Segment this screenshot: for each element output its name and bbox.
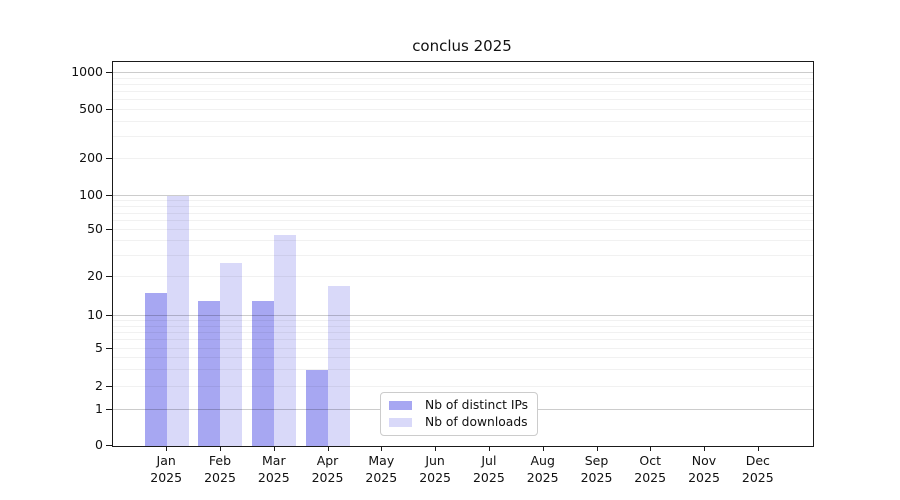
- bar-downloads-mar: [274, 235, 297, 446]
- y-tick-label: 5: [95, 339, 103, 355]
- x-tick-mark: [327, 446, 329, 451]
- y-tick-label: 20: [87, 267, 103, 283]
- bar-downloads-jan: [166, 196, 189, 446]
- legend-swatch: [389, 400, 412, 410]
- legend-label: Nb of distinct IPs: [425, 398, 529, 412]
- y-tick-mark: [106, 409, 112, 411]
- legend-label: Nb of downloads: [425, 415, 528, 429]
- x-tick-mark: [542, 446, 544, 451]
- x-tick-mark: [273, 446, 275, 451]
- y-tick-mark: [106, 275, 112, 277]
- x-tick-mark: [220, 446, 221, 451]
- y-tick-mark: [106, 71, 112, 73]
- y-tick-label: 2: [95, 378, 103, 394]
- x-tick-mark: [596, 446, 598, 451]
- x-tick-mark: [435, 446, 437, 451]
- y-tick-mark: [106, 157, 112, 159]
- y-tick-label: 200: [79, 149, 103, 165]
- y-tick-label: 0: [95, 437, 103, 452]
- x-tick-label-jun: Jun 2025: [419, 453, 451, 485]
- x-tick-mark: [704, 446, 705, 451]
- gridline-minor: [113, 347, 813, 349]
- gridline-minor: [113, 109, 813, 111]
- gridline-minor: [113, 240, 813, 242]
- y-tick-label: 100: [79, 187, 103, 203]
- gridline-minor: [113, 228, 813, 230]
- gridline-major: [113, 315, 813, 317]
- gridline-minor: [113, 369, 813, 370]
- y-tick-label: 500: [79, 101, 103, 117]
- x-tick-mark: [166, 446, 168, 451]
- y-tick-mark: [106, 228, 112, 230]
- y-tick-label: 50: [87, 220, 103, 236]
- bar-distinct-ips-apr: [306, 370, 329, 446]
- bar-downloads-apr: [328, 286, 351, 446]
- gridline-minor: [113, 255, 813, 257]
- gridline-minor: [113, 136, 813, 138]
- legend-item: Nb of distinct IPs: [389, 398, 528, 412]
- legend: Nb of distinct IPs Nb of downloads: [380, 392, 539, 436]
- chart-title: conclus 2025: [412, 37, 512, 55]
- gridline-major: [113, 195, 813, 197]
- legend-item: Nb of downloads: [389, 415, 528, 429]
- x-tick-label-may: May 2025: [365, 453, 398, 485]
- bar-distinct-ips-feb: [198, 301, 221, 446]
- bar-distinct-ips-jan: [144, 293, 167, 446]
- gridline-major: [113, 71, 813, 73]
- y-tick-mark: [106, 109, 112, 111]
- gridline-minor: [113, 320, 813, 322]
- bar-distinct-ips-mar: [252, 301, 275, 446]
- x-tick-mark: [488, 446, 490, 451]
- y-tick-mark: [106, 315, 112, 317]
- x-tick-label-sep: Sep 2025: [580, 453, 613, 485]
- gridline-minor: [113, 91, 813, 92]
- x-tick-label-oct: Oct 2025: [634, 453, 667, 485]
- gridline-minor: [113, 120, 813, 122]
- y-tick-label: 1: [95, 401, 103, 417]
- gridline-minor: [113, 83, 813, 85]
- y-tick-label: 10: [87, 307, 103, 323]
- y-tick-label: 1000: [71, 63, 103, 79]
- gridline-minor: [113, 200, 813, 202]
- gridline-minor: [113, 206, 813, 208]
- x-tick-label-aug: Aug 2025: [526, 453, 559, 485]
- y-tick-mark: [106, 347, 112, 349]
- x-tick-mark: [650, 446, 652, 451]
- y-tick-mark: [106, 195, 112, 197]
- gridline-minor: [113, 220, 813, 221]
- gridline-minor: [113, 386, 813, 388]
- x-tick-label-jul: Jul 2025: [472, 453, 505, 485]
- gridline-minor: [113, 331, 813, 333]
- legend-swatch: [389, 417, 412, 427]
- x-tick-mark: [381, 446, 383, 451]
- gridline-minor: [113, 157, 813, 159]
- x-tick-label-jan: Jan 2025: [150, 453, 183, 485]
- gridline-minor: [113, 212, 813, 214]
- gridline-minor: [113, 339, 813, 340]
- gridline-minor: [113, 356, 813, 358]
- gridline-minor: [113, 325, 813, 327]
- plot-area: Nb of distinct IPs Nb of downloads: [112, 61, 814, 447]
- x-tick-label-dec: Dec 2025: [741, 453, 774, 485]
- x-tick-label-apr: Apr 2025: [311, 453, 344, 485]
- y-tick-mark: [106, 386, 112, 388]
- x-tick-label-feb: Feb 2025: [204, 453, 236, 485]
- y-tick-mark: [106, 445, 112, 446]
- x-tick-mark: [757, 446, 759, 451]
- x-tick-label-nov: Nov 2025: [688, 453, 720, 485]
- x-tick-label-mar: Mar 2025: [257, 453, 290, 485]
- gridline-minor: [113, 77, 813, 79]
- bar-downloads-feb: [220, 263, 243, 446]
- gridline-minor: [113, 275, 813, 277]
- gridline-minor: [113, 99, 813, 101]
